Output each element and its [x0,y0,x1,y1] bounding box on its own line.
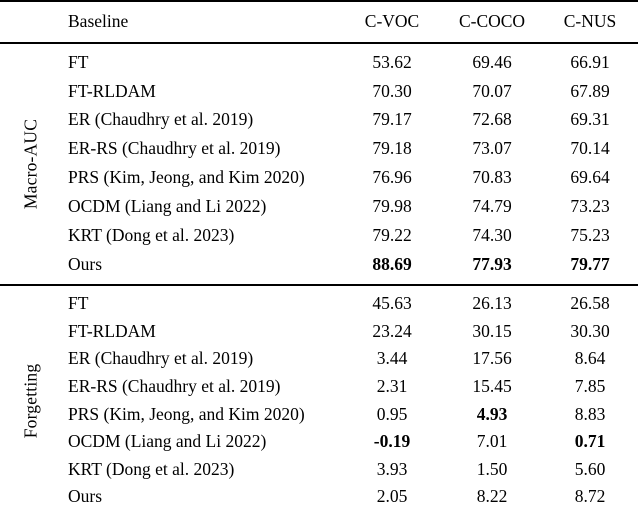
value-cell: 26.13 [472,293,512,314]
value-cell: 26.58 [570,293,610,314]
value-cell: 2.05 [376,486,408,507]
table-row: ER (Chaudhry et al. 2019) 79.17 72.68 69… [62,106,638,135]
value-cell: 3.44 [376,348,408,369]
value-cell: 70.83 [472,167,512,188]
value-cell: 30.15 [472,320,512,341]
value-cell: 8.64 [574,348,606,369]
baseline-cell: PRS (Kim, Jeong, and Kim 2020) [68,403,305,424]
baseline-cell: PRS (Kim, Jeong, and Kim 2020) [68,167,305,188]
baseline-cell: Ours [68,253,103,274]
table-row: Ours 88.69 77.93 79.77 [62,250,638,279]
table-row: KRT (Dong et al. 2023) 79.22 74.30 75.23 [62,221,638,250]
baseline-cell: FT-RLDAM [68,80,156,101]
value-cell: 79.18 [372,138,412,159]
value-cell: 30.30 [570,320,610,341]
value-cell: 1.50 [476,458,508,479]
baseline-cell: OCDM (Liang and Li 2022) [68,196,267,217]
column-header-c-voc: C-VOC [364,11,420,32]
value-cell: 8.72 [574,486,606,507]
value-cell: 45.63 [372,293,412,314]
baseline-cell: ER (Chaudhry et al. 2019) [68,109,254,130]
column-header-baseline: Baseline [68,11,129,32]
table-row: OCDM (Liang and Li 2022) -0.19 7.01 0.71 [62,428,638,456]
value-cell: 5.60 [574,458,606,479]
value-cell: 3.93 [376,458,408,479]
value-cell: 79.98 [372,196,412,217]
section-forgetting: Forgetting FT 45.63 26.13 26.58 FT-RLDAM… [0,284,638,516]
table-row: ER (Chaudhry et al. 2019) 3.44 17.56 8.6… [62,345,638,373]
column-header-c-coco: C-COCO [458,11,526,32]
value-cell: 73.07 [472,138,512,159]
value-cell: 73.23 [570,196,610,217]
baseline-cell: FT [68,293,89,314]
table-row: KRT (Dong et al. 2023) 3.93 1.50 5.60 [62,456,638,484]
value-cell: 88.69 [372,253,412,274]
value-cell: 0.95 [376,403,408,424]
baseline-cell: FT [68,51,89,72]
value-cell: 8.22 [476,486,508,507]
value-cell: 15.45 [472,375,512,396]
section-label-column: Forgetting [0,286,62,516]
value-cell: 70.14 [570,138,610,159]
section-label-forgetting: Forgetting [20,363,41,439]
value-cell: 79.22 [372,225,412,246]
baseline-cell: ER-RS (Chaudhry et al. 2019) [68,138,281,159]
table-row: Ours 2.05 8.22 8.72 [62,483,638,511]
value-cell: 77.93 [472,253,512,274]
baseline-cell: ER (Chaudhry et al. 2019) [68,348,254,369]
table-row: FT 45.63 26.13 26.58 [62,290,638,318]
table-row: PRS (Kim, Jeong, and Kim 2020) 0.95 4.93… [62,401,638,429]
value-cell: 23.24 [372,320,412,341]
value-cell: 74.30 [472,225,512,246]
value-cell: -0.19 [373,431,411,452]
value-cell: 2.31 [376,375,408,396]
value-cell: 76.96 [372,167,412,188]
table-row: PRS (Kim, Jeong, and Kim 2020) 76.96 70.… [62,164,638,193]
value-cell: 79.77 [570,253,610,274]
value-cell: 72.68 [472,109,512,130]
section-rows: FT 53.62 69.46 66.91 FT-RLDAM 70.30 70.0… [62,44,638,284]
baseline-cell: FT-RLDAM [68,320,156,341]
table-row: FT 53.62 69.46 66.91 [62,48,638,77]
value-cell: 0.71 [574,431,606,452]
value-cell: 79.17 [372,109,412,130]
section-rows: FT 45.63 26.13 26.58 FT-RLDAM 23.24 30.1… [62,286,638,516]
value-cell: 74.79 [472,196,512,217]
value-cell: 69.46 [472,51,512,72]
value-cell: 69.64 [570,167,610,188]
column-header-c-nus: C-NUS [563,11,617,32]
table-row: FT-RLDAM 70.30 70.07 67.89 [62,77,638,106]
section-label-macro-auc: Macro-AUC [20,118,41,210]
value-cell: 8.83 [574,403,606,424]
value-cell: 53.62 [372,51,412,72]
baseline-cell: KRT (Dong et al. 2023) [68,458,235,479]
value-cell: 67.89 [570,80,610,101]
table-row: ER-RS (Chaudhry et al. 2019) 2.31 15.45 … [62,373,638,401]
section-label-column: Macro-AUC [0,44,62,284]
value-cell: 66.91 [570,51,610,72]
value-cell: 7.85 [574,375,606,396]
baseline-cell: KRT (Dong et al. 2023) [68,225,235,246]
table-row: FT-RLDAM 23.24 30.15 30.30 [62,318,638,346]
value-cell: 70.07 [472,80,512,101]
value-cell: 69.31 [570,109,610,130]
value-cell: 4.93 [476,403,508,424]
table-row: ER-RS (Chaudhry et al. 2019) 79.18 73.07… [62,135,638,164]
value-cell: 75.23 [570,225,610,246]
baseline-cell: Ours [68,486,103,507]
value-cell: 7.01 [476,431,508,452]
table-row: OCDM (Liang and Li 2022) 79.98 74.79 73.… [62,192,638,221]
section-macro-auc: Macro-AUC FT 53.62 69.46 66.91 FT-RLDAM … [0,44,638,284]
baseline-cell: ER-RS (Chaudhry et al. 2019) [68,375,281,396]
baseline-cell: OCDM (Liang and Li 2022) [68,431,267,452]
value-cell: 17.56 [472,348,512,369]
value-cell: 70.30 [372,80,412,101]
table-header-row: Baseline C-VOC C-COCO C-NUS [0,2,638,44]
